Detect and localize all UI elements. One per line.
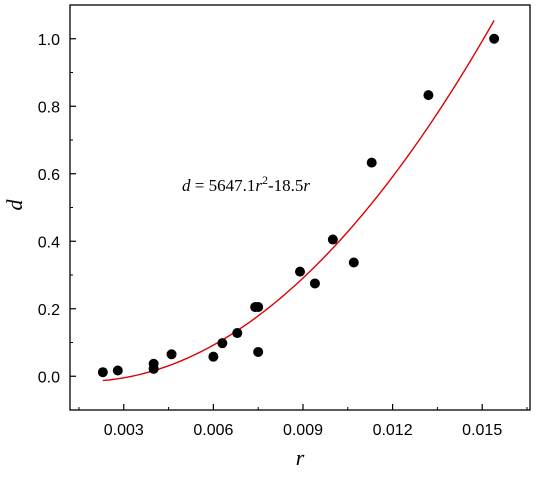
equation-var-r-squared: r <box>255 176 262 195</box>
data-point <box>489 33 500 44</box>
data-point <box>309 278 320 289</box>
y-tick-label: 0.2 <box>38 302 60 319</box>
x-tick-label: 0.003 <box>104 422 144 439</box>
data-point <box>327 234 338 245</box>
x-tick-label: 0.009 <box>283 422 323 439</box>
data-point <box>97 367 108 378</box>
data-points-layer <box>97 33 500 378</box>
data-point <box>348 257 359 268</box>
x-tick-label: 0.015 <box>462 422 502 439</box>
equation-coefficient-b: -18.5 <box>268 176 303 195</box>
x-tick-label: 0.006 <box>193 422 233 439</box>
data-point <box>253 346 264 357</box>
data-point <box>217 338 228 349</box>
y-tick-label: 0.0 <box>38 369 60 386</box>
data-point <box>253 302 264 313</box>
data-point <box>208 351 219 362</box>
fit-curve <box>102 20 495 382</box>
y-tick-label: 0.4 <box>38 234 60 251</box>
y-tick-label: 0.8 <box>38 99 60 116</box>
data-point <box>148 358 159 369</box>
fit-equation: d = 5647.1r2-18.5r <box>182 173 310 195</box>
data-point <box>112 365 123 376</box>
equation-var-r: r <box>303 176 310 195</box>
plot-frame <box>69 4 531 411</box>
y-axis-ticks: 0.0 0.2 0.4 0.6 0.8 1.0 <box>38 32 76 386</box>
x-axis-label: r <box>296 445 305 470</box>
x-tick-label: 0.012 <box>373 422 413 439</box>
y-tick-label: 0.6 <box>38 167 60 184</box>
fit-curve-layer <box>102 20 495 382</box>
y-tick-label: 1.0 <box>38 32 60 49</box>
equation-exponent: 2 <box>262 173 268 187</box>
data-point <box>232 328 243 339</box>
data-point <box>166 349 177 360</box>
x-axis-ticks: 0.003 0.006 0.009 0.012 0.015 <box>78 404 528 439</box>
data-point <box>423 90 434 101</box>
equation-coefficient-a: = 5647.1 <box>191 176 256 195</box>
y-axis-label: d <box>2 199 27 211</box>
data-point <box>295 266 305 277</box>
equation-lhs: d <box>182 176 191 195</box>
data-point <box>366 157 377 168</box>
